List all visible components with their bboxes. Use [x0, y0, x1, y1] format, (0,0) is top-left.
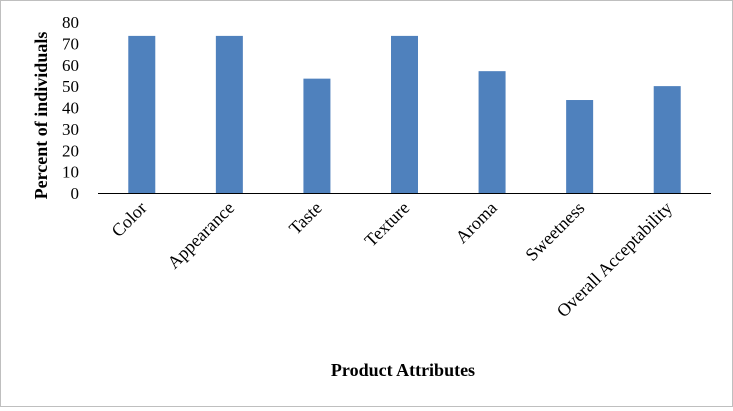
y-tick-label: 10 [62, 163, 79, 182]
x-tick-label: Texture [360, 198, 413, 251]
x-tick-label: Sweetness [521, 198, 588, 265]
bar [653, 86, 681, 193]
bar [566, 100, 594, 193]
x-axis-title: Product Attributes [331, 360, 475, 380]
y-tick-label: 20 [62, 141, 79, 160]
y-tick-label: 40 [62, 99, 79, 118]
bar [391, 35, 418, 193]
y-tick-label: 80 [62, 13, 79, 32]
y-tick-label: 50 [62, 77, 79, 96]
y-tick-label: 0 [71, 184, 80, 203]
y-tick-label: 70 [62, 34, 79, 53]
x-tick-label: Taste [285, 198, 326, 239]
bar [215, 35, 243, 193]
x-tick-label: Color [107, 198, 150, 241]
y-axis-title: Percent of individuals [31, 32, 51, 200]
y-tick-label: 60 [62, 56, 79, 75]
x-tick-label: Appearance [163, 198, 238, 273]
bars [128, 35, 681, 193]
y-tick-label: 30 [62, 120, 79, 139]
x-tick-label: Aroma [451, 198, 500, 247]
bar [128, 35, 156, 193]
bar [303, 78, 331, 193]
y-axis-ticks: 0 10 20 30 40 50 60 70 80 [62, 13, 79, 203]
bar [478, 71, 506, 193]
x-axis-labels: Color Appearance Taste Texture Aroma Sweetnes… [107, 198, 676, 321]
